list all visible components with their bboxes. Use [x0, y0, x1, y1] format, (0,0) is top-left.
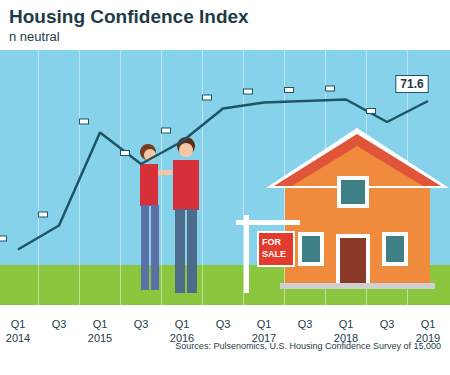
svg-text:2018: 2018: [333, 332, 359, 344]
svg-text:Q3: Q3: [216, 318, 231, 330]
svg-text:Q3: Q3: [134, 318, 149, 330]
svg-text:71.6: 71.6: [400, 77, 424, 91]
svg-text:2014: 2014: [6, 332, 30, 344]
svg-text:Q1: Q1: [175, 318, 190, 330]
svg-text:Q1: Q1: [93, 318, 108, 330]
svg-text:n neutral: n neutral: [9, 29, 60, 44]
svg-text:2016: 2016: [169, 332, 195, 344]
svg-text:FOR: FOR: [262, 237, 281, 247]
svg-text:Q3: Q3: [298, 318, 313, 330]
svg-text:2017: 2017: [251, 332, 277, 344]
svg-text:Q1: Q1: [11, 318, 26, 330]
svg-text:Q1: Q1: [339, 318, 354, 330]
svg-text:Q1: Q1: [257, 318, 272, 330]
svg-text:Q1: Q1: [421, 318, 436, 330]
svg-text:Q3: Q3: [52, 318, 67, 330]
svg-text:Sources: Pulsenomics, U.S. Hou: Sources: Pulsenomics, U.S. Housing Confi…: [175, 341, 441, 351]
svg-text:Housing Confidence Index: Housing Confidence Index: [9, 6, 249, 27]
svg-text:2019: 2019: [415, 332, 441, 344]
svg-text:2015: 2015: [88, 332, 112, 344]
svg-text:Q3: Q3: [380, 318, 395, 330]
svg-text:SALE: SALE: [262, 249, 286, 259]
